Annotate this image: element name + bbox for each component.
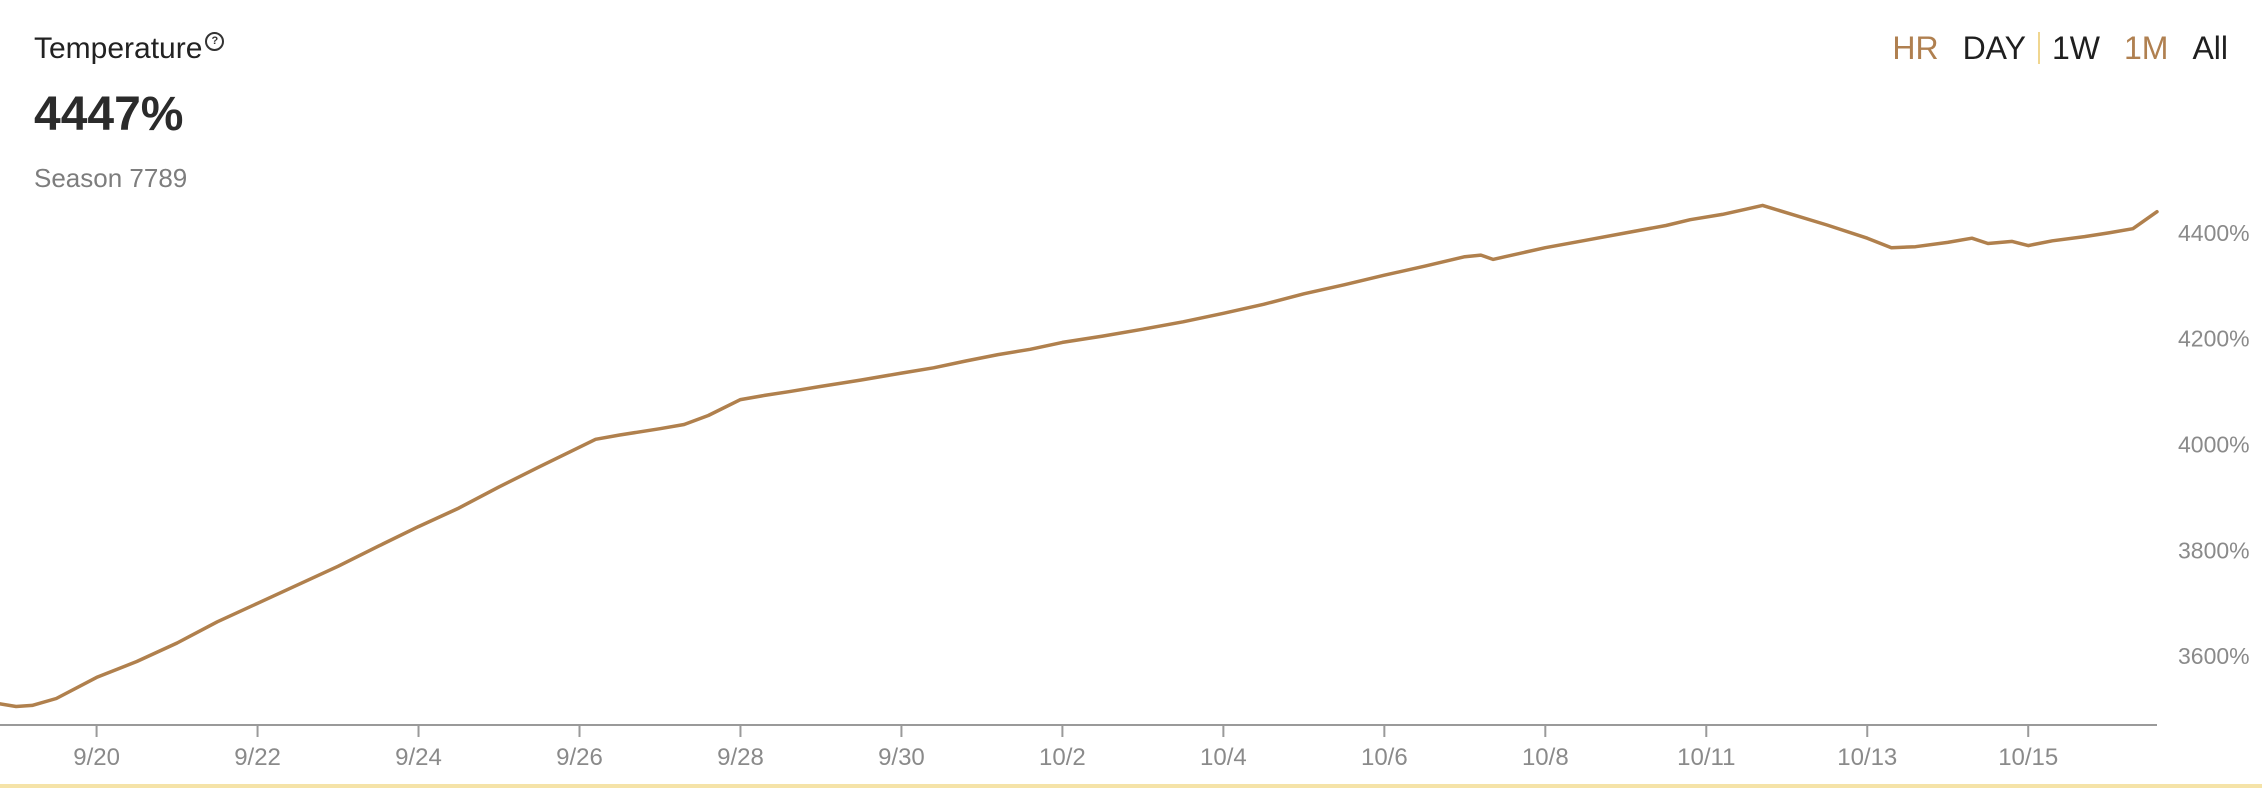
season-label: Season 7789 xyxy=(34,163,188,193)
x-tick-label: 10/6 xyxy=(1361,744,1408,771)
x-tick-label: 9/28 xyxy=(717,744,764,771)
x-tick-label: 9/22 xyxy=(234,744,281,771)
time-range-selector: HR DAY 1W 1M All xyxy=(1880,28,2228,68)
temperature-series-line xyxy=(0,203,2159,709)
chart-header: Temperature ? 4447% Season 7789 xyxy=(34,28,225,194)
range-1m-button[interactable]: 1M xyxy=(2123,30,2169,66)
range-hr-button[interactable]: HR xyxy=(1892,30,1939,66)
x-tick-label: 9/24 xyxy=(395,744,442,771)
current-value: 4447% xyxy=(34,88,184,141)
x-tick-label: 10/4 xyxy=(1200,744,1247,771)
x-tick-label: 10/8 xyxy=(1522,744,1569,771)
title-row: Temperature ? xyxy=(34,28,225,70)
y-tick-label: 4000% xyxy=(2178,432,2250,458)
x-tick-label: 9/26 xyxy=(556,744,603,771)
x-tick-label: 9/30 xyxy=(878,744,925,771)
x-tick-label: 10/15 xyxy=(1998,744,2058,771)
x-tick-label: 10/2 xyxy=(1039,744,1086,771)
x-tick-label: 10/13 xyxy=(1837,744,1897,771)
bottom-accent-strip xyxy=(0,784,2262,788)
y-tick-label: 4400% xyxy=(2178,220,2250,246)
y-tick-label: 4200% xyxy=(2178,326,2250,352)
y-tick-label: 3800% xyxy=(2178,537,2250,563)
x-tick-label: 10/11 xyxy=(1677,744,1735,771)
y-tick-label: 3600% xyxy=(2178,643,2250,669)
chart-title: Temperature xyxy=(34,32,203,65)
range-separator xyxy=(2037,32,2040,64)
range-all-button[interactable]: All xyxy=(2192,30,2228,66)
x-tick-label: 9/20 xyxy=(73,744,120,771)
help-icon[interactable]: ? xyxy=(205,32,225,51)
range-day-button[interactable]: DAY xyxy=(1962,30,2026,66)
range-1w-button[interactable]: 1W xyxy=(2051,30,2100,66)
